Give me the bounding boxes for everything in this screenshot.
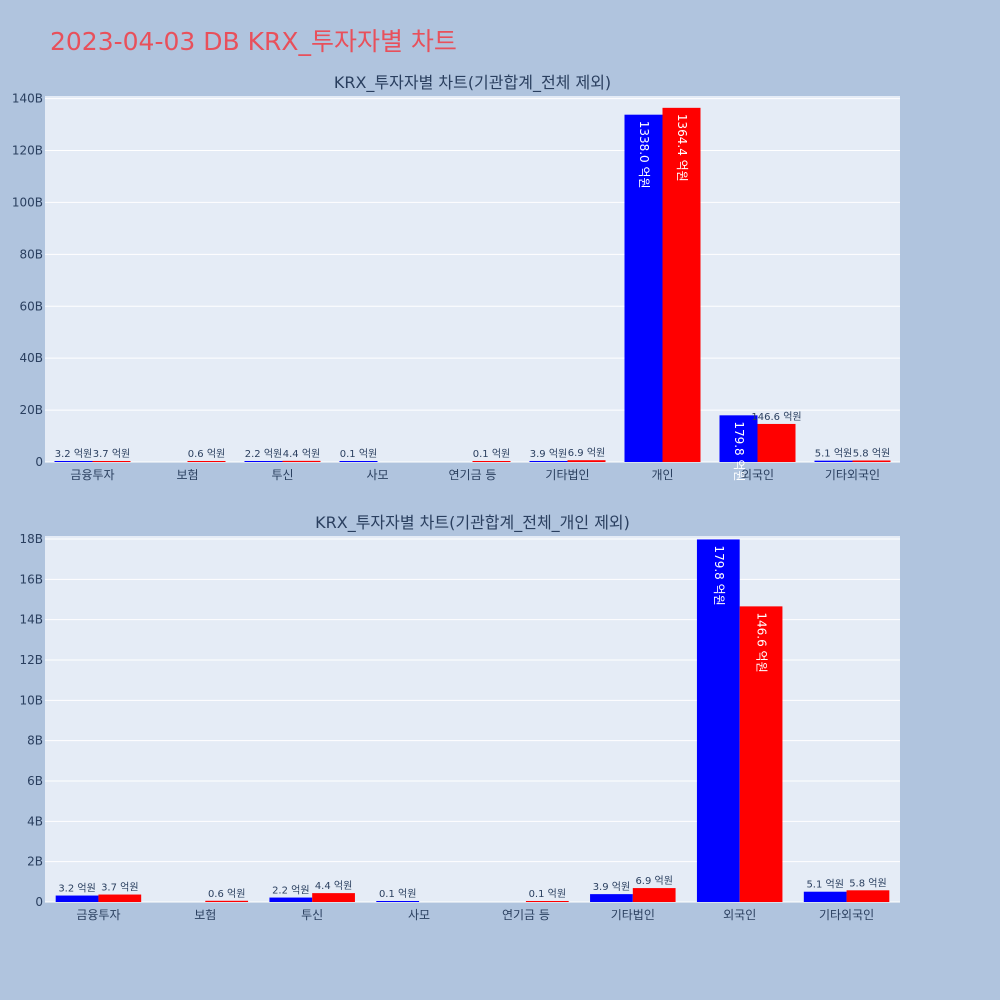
x-tick-label: 투신 bbox=[271, 468, 293, 482]
x-tick-label: 외국인 bbox=[741, 468, 774, 482]
data-label: 4.4 억원 bbox=[315, 880, 352, 892]
x-tick-label: 연기금 등 bbox=[502, 908, 550, 922]
y-tick-label: 10B bbox=[19, 693, 43, 707]
data-label: 0.1 억원 bbox=[379, 888, 416, 900]
bar bbox=[55, 895, 99, 902]
data-label: 0.1 억원 bbox=[340, 448, 377, 460]
x-tick-label: 기타외국인 bbox=[819, 908, 874, 922]
bar bbox=[187, 461, 226, 462]
data-label: 146.6 억원 bbox=[755, 612, 769, 672]
y-tick-label: 2B bbox=[27, 855, 43, 869]
x-tick-label: 투신 bbox=[301, 908, 323, 922]
x-tick-label: 연기금 등 bbox=[449, 468, 497, 482]
plot-area bbox=[45, 96, 900, 462]
data-label: 3.9 억원 bbox=[593, 881, 630, 893]
y-tick-label: 40B bbox=[19, 351, 43, 365]
bar bbox=[529, 460, 568, 462]
y-tick-label: 12B bbox=[19, 653, 43, 667]
data-label: 6.9 억원 bbox=[635, 875, 672, 887]
data-label: 0.1 억원 bbox=[529, 888, 566, 900]
bar bbox=[525, 901, 569, 902]
bar bbox=[282, 460, 321, 462]
bar bbox=[814, 460, 853, 462]
data-label: 5.1 억원 bbox=[815, 448, 852, 460]
x-tick-label: 보험 bbox=[176, 468, 198, 482]
x-tick-label: 기타법인 bbox=[545, 468, 589, 482]
data-label: 179.8 억원 bbox=[712, 545, 726, 605]
y-tick-label: 140B bbox=[12, 92, 43, 106]
data-label: 146.6 억원 bbox=[751, 411, 801, 423]
data-label: 5.8 억원 bbox=[853, 447, 890, 459]
data-label: 1338.0 억원 bbox=[637, 121, 651, 189]
x-tick-label: 금융투자 bbox=[70, 468, 114, 482]
data-label: 6.9 억원 bbox=[568, 447, 605, 459]
y-tick-label: 6B bbox=[27, 774, 43, 788]
x-tick-label: 기타외국인 bbox=[825, 468, 880, 482]
data-label: 5.8 억원 bbox=[849, 877, 886, 889]
y-tick-label: 0 bbox=[35, 455, 43, 469]
bar bbox=[54, 461, 93, 462]
y-tick-label: 8B bbox=[27, 734, 43, 748]
y-tick-label: 100B bbox=[12, 195, 43, 209]
x-tick-label: 기타법인 bbox=[611, 908, 655, 922]
chart-excluding-individuals: KRX_투자자별 차트(기관합계_전체_개인 제외) 0 2B 4B 6B 8B 10B 12… bbox=[19, 513, 900, 922]
bar bbox=[472, 461, 511, 462]
y-tick-label: 120B bbox=[12, 144, 43, 158]
chart-title: KRX_투자자별 차트(기관합계_전체 제외) bbox=[334, 73, 611, 93]
bar bbox=[567, 460, 606, 462]
x-tick-label: 외국인 bbox=[723, 908, 756, 922]
y-tick-label: 20B bbox=[19, 403, 43, 417]
x-tick-label: 금융투자 bbox=[76, 908, 120, 922]
y-tick-label: 80B bbox=[19, 247, 43, 261]
bar bbox=[244, 461, 283, 462]
bar bbox=[624, 114, 663, 462]
bar bbox=[719, 415, 758, 462]
bar bbox=[757, 423, 796, 462]
data-label: 1364.4 억원 bbox=[675, 114, 689, 182]
bar bbox=[662, 107, 701, 462]
bar bbox=[696, 539, 740, 902]
data-label: 179.8 억원 bbox=[732, 421, 746, 481]
bar bbox=[803, 891, 847, 902]
data-label: 3.2 억원 bbox=[58, 883, 95, 895]
bar bbox=[852, 460, 891, 462]
y-tick-label: 18B bbox=[19, 532, 43, 546]
data-label: 3.7 억원 bbox=[101, 882, 138, 894]
bar bbox=[590, 894, 633, 902]
data-label: 2.2 억원 bbox=[272, 885, 309, 897]
data-label: 4.4 억원 bbox=[283, 448, 320, 460]
y-tick-label: 0 bbox=[35, 895, 43, 909]
y-tick-label: 4B bbox=[27, 814, 43, 828]
data-label: 2.2 억원 bbox=[245, 448, 282, 460]
data-label: 3.2 억원 bbox=[55, 448, 92, 460]
bar bbox=[376, 901, 420, 902]
bar bbox=[846, 890, 890, 902]
y-tick-label: 14B bbox=[19, 613, 43, 627]
data-label: 3.9 억원 bbox=[530, 448, 567, 460]
bar bbox=[269, 897, 313, 902]
x-tick-label: 보험 bbox=[194, 908, 216, 922]
y-tick-label: 60B bbox=[19, 299, 43, 313]
data-label: 3.7 억원 bbox=[93, 448, 130, 460]
chart-all-investors: KRX_투자자별 차트(기관합계_전체 제외) 0 20B 40B 60B 80B 100B… bbox=[12, 73, 900, 482]
chart-title: KRX_투자자별 차트(기관합계_전체_개인 제외) bbox=[315, 513, 630, 533]
x-tick-label: 사모 bbox=[408, 908, 430, 922]
data-label: 0.6 억원 bbox=[188, 448, 225, 460]
bar bbox=[339, 461, 378, 462]
bar bbox=[92, 461, 131, 462]
x-tick-label: 사모 bbox=[366, 468, 388, 482]
bar bbox=[739, 606, 783, 902]
bar bbox=[632, 888, 676, 902]
bar bbox=[312, 893, 355, 902]
bar bbox=[98, 894, 142, 902]
data-label: 0.6 억원 bbox=[208, 888, 245, 900]
data-label: 0.1 억원 bbox=[473, 448, 510, 460]
page-title: 2023-04-03 DB KRX_투자자별 차트 bbox=[50, 27, 457, 56]
y-tick-label: 16B bbox=[19, 572, 43, 586]
data-label: 5.1 억원 bbox=[806, 879, 843, 891]
x-tick-label: 개인 bbox=[651, 468, 673, 482]
bar bbox=[205, 900, 249, 902]
